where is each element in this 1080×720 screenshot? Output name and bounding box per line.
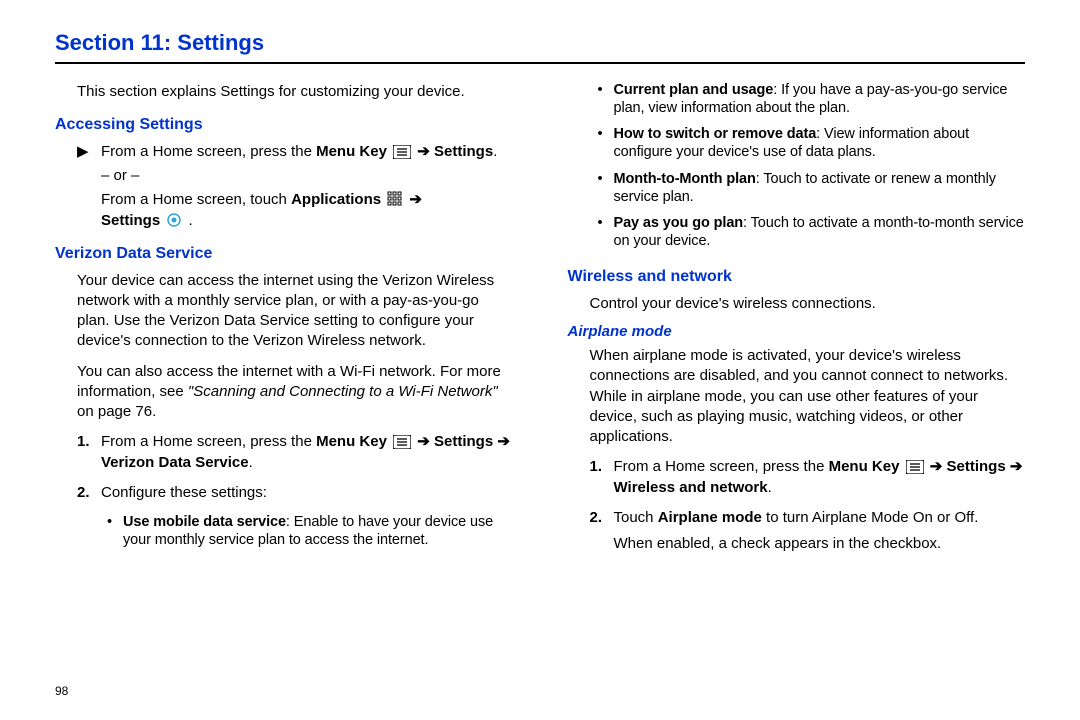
page-number: 98 xyxy=(55,684,68,698)
arrow-icon: ➔ xyxy=(413,434,434,451)
verizon-p2: You can also access the internet with a … xyxy=(55,362,513,423)
title-rule xyxy=(55,62,1025,64)
arrow-icon: ➔ xyxy=(405,192,422,209)
period: . xyxy=(249,454,253,471)
text-fragment: to turn Airplane Mode On or Off. xyxy=(762,509,979,526)
bullet-icon: • xyxy=(598,214,603,232)
text-fragment: From a Home screen, press the xyxy=(614,458,829,475)
setting-name: Use mobile data service xyxy=(123,514,286,530)
menu-key-label: Menu Key xyxy=(316,434,387,451)
wireless-heading: Wireless and network xyxy=(568,266,1026,288)
text-fragment: From a Home screen, touch xyxy=(101,192,291,209)
wireless-step-1: 1. From a Home screen, press the Menu Ke… xyxy=(568,457,1026,498)
accessing-step-1: ▶ From a Home screen, press the Menu Key… xyxy=(55,142,513,231)
period: . xyxy=(184,212,192,229)
verizon-step-2: 2. Configure these settings: xyxy=(55,483,513,503)
verizon-heading: Verizon Data Service xyxy=(55,243,513,265)
intro-text: This section explains Settings for custo… xyxy=(55,82,513,102)
step-number: 1. xyxy=(590,457,603,477)
bullet-icon: • xyxy=(598,81,603,99)
setting-current-plan: • Current plan and usage: If you have a … xyxy=(568,81,1026,117)
accessing-line-2: From a Home screen, touch Applications ➔ xyxy=(101,190,513,210)
settings-label: Settings xyxy=(947,458,1006,475)
setting-name: Month-to-Month plan xyxy=(614,171,756,187)
menu-key-label: Menu Key xyxy=(316,143,387,160)
setting-name: How to switch or remove data xyxy=(614,126,817,142)
menu-key-icon xyxy=(906,457,924,477)
period: . xyxy=(493,143,497,160)
setting-pay-as-you-go: • Pay as you go plan: Touch to activate … xyxy=(568,214,1026,250)
step-number: 1. xyxy=(77,432,90,452)
left-column: This section explains Settings for custo… xyxy=(55,78,513,564)
menu-key-icon xyxy=(393,142,411,162)
verizon-p1: Your device can access the internet usin… xyxy=(55,271,513,352)
verizon-setting-mobile-data: • Use mobile data service: Enable to hav… xyxy=(55,513,513,549)
text-fragment: From a Home screen, press the xyxy=(101,143,316,160)
period: . xyxy=(768,479,772,496)
wireless-step-2: 2. Touch Airplane mode to turn Airplane … xyxy=(568,508,1026,555)
setting-name: Current plan and usage xyxy=(614,82,774,98)
setting-name: Pay as you go plan xyxy=(614,215,744,231)
applications-label: Applications xyxy=(291,192,381,209)
accessing-line-3: Settings . xyxy=(101,211,513,231)
menu-key-label: Menu Key xyxy=(829,458,900,475)
bullet-icon: • xyxy=(598,170,603,188)
manual-page: Section 11: Settings This section explai… xyxy=(0,0,1080,584)
text-fragment: From a Home screen, press the xyxy=(101,434,316,451)
settings-gear-icon xyxy=(166,211,182,231)
airplane-p: When airplane mode is activated, your de… xyxy=(568,346,1026,447)
text-fragment: on page 76. xyxy=(77,403,156,420)
wifi-reference: "Scanning and Connecting to a Wi-Fi Netw… xyxy=(188,383,498,400)
arrow-icon: ➔ xyxy=(413,143,434,160)
section-title: Section 11: Settings xyxy=(55,30,1025,56)
setting-month-to-month: • Month-to-Month plan: Touch to activate… xyxy=(568,170,1026,206)
triangle-bullet-icon: ▶ xyxy=(77,142,89,162)
wireless-p1: Control your device's wireless connectio… xyxy=(568,294,1026,314)
text-fragment: Configure these settings: xyxy=(101,484,267,501)
bullet-icon: • xyxy=(598,125,603,143)
wireless-step-2-note: When enabled, a check appears in the che… xyxy=(614,534,1026,554)
two-column-layout: This section explains Settings for custo… xyxy=(55,78,1025,564)
airplane-mode-label: Airplane mode xyxy=(658,509,762,526)
step-number: 2. xyxy=(77,483,90,503)
airplane-heading: Airplane mode xyxy=(568,322,1026,342)
menu-key-icon xyxy=(393,432,411,452)
accessing-heading: Accessing Settings xyxy=(55,114,513,136)
or-text: – or – xyxy=(101,166,513,186)
arrow-icon: ➔ xyxy=(926,458,947,475)
settings-label: Settings xyxy=(434,143,493,160)
settings-label: Settings xyxy=(101,212,160,229)
verizon-step-1: 1. From a Home screen, press the Menu Ke… xyxy=(55,432,513,473)
settings-label: Settings xyxy=(434,434,493,451)
step-number: 2. xyxy=(590,508,603,528)
right-column: • Current plan and usage: If you have a … xyxy=(568,78,1026,564)
setting-switch-remove: • How to switch or remove data: View inf… xyxy=(568,125,1026,161)
apps-grid-icon xyxy=(387,190,403,210)
text-fragment: Touch xyxy=(614,509,658,526)
bullet-icon: • xyxy=(107,513,112,531)
